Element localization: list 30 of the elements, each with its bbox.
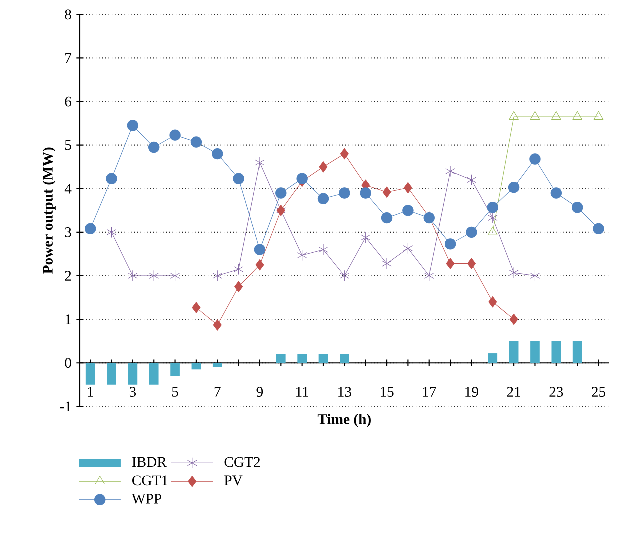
- x-tick-label: 11: [296, 386, 308, 397]
- x-tick-label: 17: [423, 386, 436, 397]
- y-tick-label: 8: [65, 10, 72, 20]
- x-tick-label: 7: [214, 387, 221, 397]
- y-tick-label: 6: [65, 96, 72, 107]
- x-tick-label: 3: [130, 387, 136, 397]
- x-tick-label: 5: [172, 387, 178, 397]
- x-axis-title: Time (h): [318, 414, 371, 428]
- y-tick-label: 7: [66, 53, 72, 63]
- y-tick-label: 1: [66, 314, 72, 324]
- x-tick-label: 13: [338, 387, 352, 397]
- x-tick-label: 23: [550, 387, 564, 397]
- legend-label: CGT2: [224, 457, 260, 468]
- x-tick-label: 9: [256, 387, 264, 397]
- y-tick-label: 5: [65, 140, 72, 150]
- legend-label: PV: [224, 476, 243, 486]
- x-tick-label: 21: [507, 387, 520, 397]
- y-tick-label: 4: [64, 184, 72, 194]
- x-tick-label: 25: [592, 387, 606, 397]
- y-tick-label: 3: [65, 227, 72, 238]
- x-tick-label: 19: [466, 387, 478, 397]
- y-tick-label: 0: [65, 358, 72, 368]
- legend-label: CGT1: [132, 476, 168, 486]
- legend-label: IBDR: [132, 457, 167, 467]
- x-tick-label: 1: [88, 386, 94, 397]
- y-tick-label: 2: [65, 270, 72, 281]
- legend-label: WPP: [132, 494, 162, 504]
- y-axis-title: Power output (MW): [42, 148, 56, 274]
- x-tick-label: 15: [380, 386, 394, 397]
- y-tick-label: -1: [60, 402, 72, 412]
